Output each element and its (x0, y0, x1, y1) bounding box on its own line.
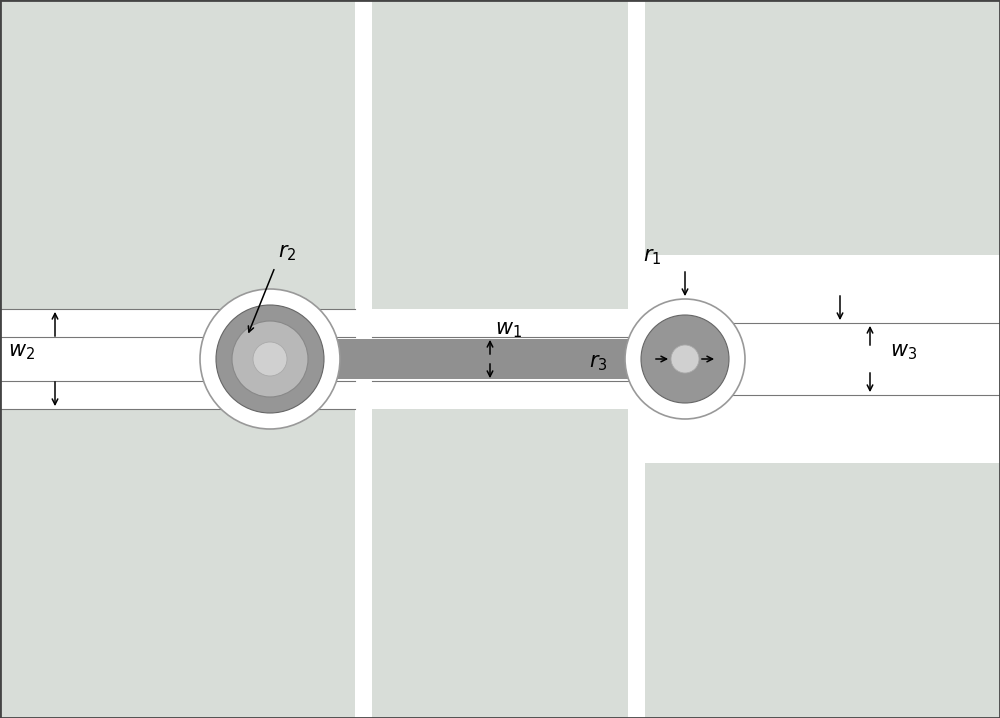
Circle shape (253, 342, 287, 376)
Bar (355, 0, 372, 718)
Text: $w_1$: $w_1$ (495, 320, 522, 340)
Circle shape (200, 289, 340, 429)
Circle shape (232, 321, 308, 397)
Bar (628, 0, 645, 718)
Text: $r_1$: $r_1$ (643, 246, 661, 266)
Circle shape (216, 305, 324, 413)
Text: $r_2$: $r_2$ (278, 243, 296, 263)
Text: $w_2$: $w_2$ (8, 342, 35, 362)
Text: $r_3$: $r_3$ (589, 353, 608, 373)
Bar (372, 309, 628, 409)
Bar (270, 339, 685, 379)
Circle shape (641, 315, 729, 403)
Bar (628, 0, 1000, 718)
Bar (645, 255, 1000, 463)
Circle shape (671, 345, 699, 373)
Bar (0, 309, 355, 409)
Circle shape (625, 299, 745, 419)
Text: $w_3$: $w_3$ (890, 342, 917, 362)
